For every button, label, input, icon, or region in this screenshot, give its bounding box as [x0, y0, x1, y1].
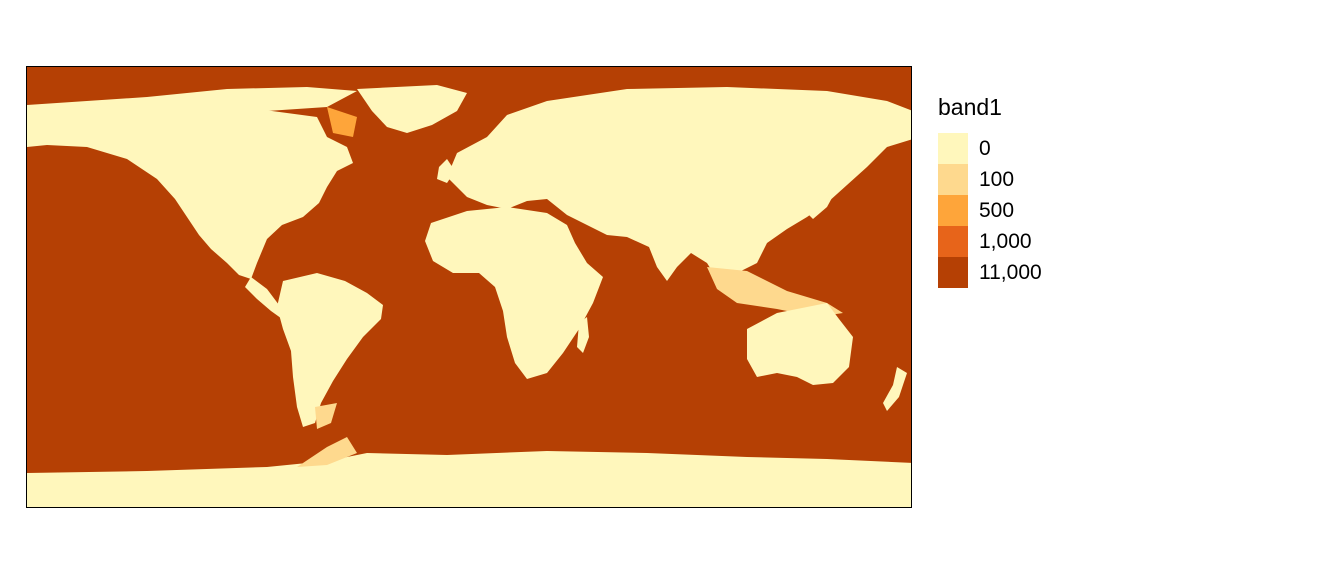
legend-label: 100: [979, 168, 1015, 191]
legend-item: 1,000: [938, 226, 1042, 257]
sunda-shelf: [707, 267, 843, 317]
legend-label: 1,000: [979, 230, 1032, 253]
map-legend: band1 0 100 500 1,000 11,000: [938, 96, 1042, 288]
greenland-landmass: [357, 85, 467, 133]
antarctica-landmass: [27, 451, 911, 507]
south-america-landmass: [277, 273, 383, 427]
legend-item: 0: [938, 133, 1042, 164]
eurasia-landmass: [447, 87, 911, 287]
legend-label: 11,000: [979, 261, 1042, 284]
legend-swatch: [938, 195, 968, 226]
patagonia-shelf: [315, 403, 337, 429]
new-zealand-landmass: [883, 367, 907, 411]
arctic-rim: [27, 87, 357, 133]
world-raster-map: [26, 66, 912, 508]
map-canvas: [27, 67, 911, 507]
australia-landmass: [747, 303, 853, 385]
legend-item: 100: [938, 164, 1042, 195]
legend-swatch: [938, 164, 968, 195]
legend-label: 0: [979, 137, 991, 160]
africa-landmass: [425, 207, 603, 379]
antarctic-shelf: [297, 437, 357, 467]
legend-item: 11,000: [938, 257, 1042, 288]
north-america-landmass: [27, 109, 353, 279]
north-atlantic-slope: [327, 107, 357, 137]
legend-label: 500: [979, 199, 1015, 222]
british-isles-landmass: [437, 159, 455, 183]
madagascar-landmass: [577, 317, 589, 353]
legend-swatch: [938, 257, 968, 288]
legend-item: 500: [938, 195, 1042, 226]
japan-landmass: [807, 179, 839, 219]
legend-swatch: [938, 133, 968, 164]
legend-swatch: [938, 226, 968, 257]
legend-items: 0 100 500 1,000 11,000: [938, 133, 1042, 288]
legend-title: band1: [938, 94, 1002, 120]
